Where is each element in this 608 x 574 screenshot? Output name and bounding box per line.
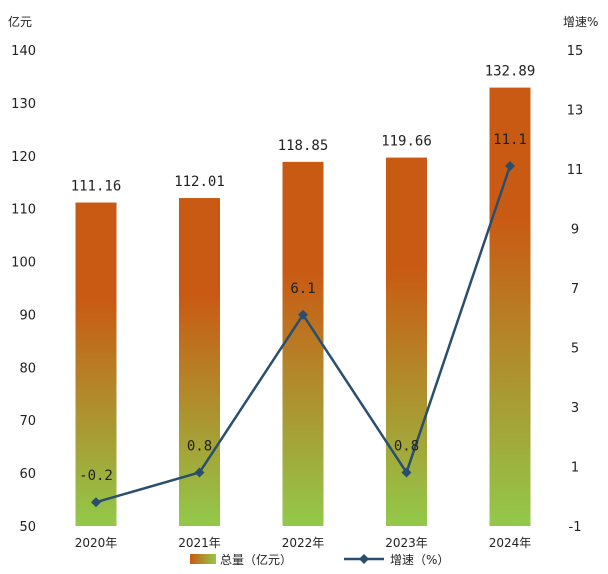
line-point-marker (401, 467, 412, 478)
line-point-marker (91, 497, 101, 508)
left-tick-label: 120 (11, 150, 36, 165)
legend-bar-label: 总量（亿元） (220, 552, 292, 567)
right-axis-unit: 增速% (563, 15, 598, 29)
x-category-label: 2022年 (282, 536, 325, 550)
growth-line-series (91, 161, 515, 508)
left-tick-label: 110 (11, 203, 36, 218)
x-category-label: 2024年 (489, 536, 532, 550)
bar-value-label: 118.85 (278, 138, 329, 154)
right-tick-label: 5 (571, 342, 579, 357)
right-tick-label: 3 (571, 401, 579, 416)
line-point-marker (505, 161, 515, 172)
legend-line-marker (359, 554, 369, 564)
bar-data-labels: 111.16 112.01 118.85 119.66 132.89 (71, 64, 536, 195)
bar (386, 157, 427, 527)
bar-series (75, 87, 531, 527)
left-axis-ticks: 50 60 70 80 90 100 110 120 130 140 (11, 44, 36, 535)
line-value-label: -0.2 (79, 468, 113, 484)
left-axis-unit: 亿元 (8, 14, 32, 29)
line-point-marker (298, 309, 308, 320)
right-tick-label: 15 (567, 44, 584, 59)
right-tick-label: 7 (571, 282, 579, 297)
line-value-label: 6.1 (290, 281, 315, 297)
left-tick-label: 60 (19, 467, 36, 482)
left-tick-label: 80 (19, 361, 36, 376)
legend-line-label: 增速（%） (390, 553, 449, 567)
x-category-label: 2020年 (75, 536, 118, 550)
left-tick-label: 90 (19, 308, 36, 323)
right-tick-label: 11 (567, 163, 584, 178)
left-tick-label: 130 (11, 97, 36, 112)
bar-value-label: 132.89 (485, 64, 536, 80)
right-tick-label: -1 (569, 520, 582, 535)
legend-bar-swatch (190, 554, 216, 564)
bar (75, 202, 117, 526)
left-tick-label: 70 (19, 414, 36, 429)
right-tick-label: 1 (571, 461, 579, 476)
line-point-marker (194, 467, 205, 478)
bar (489, 87, 531, 526)
left-tick-label: 140 (11, 44, 36, 59)
x-category-label: 2021年 (178, 536, 221, 550)
bar-value-label: 119.66 (381, 134, 432, 150)
bar (282, 161, 324, 527)
right-tick-label: 13 (567, 104, 584, 119)
left-tick-label: 50 (19, 520, 36, 535)
left-tick-label: 100 (11, 256, 36, 271)
x-axis-labels: 2020年 2021年 2022年 2023年 2024年 (75, 536, 532, 550)
right-tick-label: 9 (571, 223, 579, 238)
line-value-label: 0.8 (394, 438, 419, 454)
legend: 总量（亿元） 增速（%） (190, 552, 449, 567)
line-value-label: 11.1 (493, 132, 527, 148)
bar-value-label: 112.01 (174, 174, 225, 190)
line-data-labels: -0.2 0.8 6.1 0.8 11.1 (79, 132, 527, 484)
bar-value-label: 111.16 (71, 179, 122, 195)
x-category-label: 2023年 (385, 536, 428, 550)
line-value-label: 0.8 (187, 438, 212, 454)
